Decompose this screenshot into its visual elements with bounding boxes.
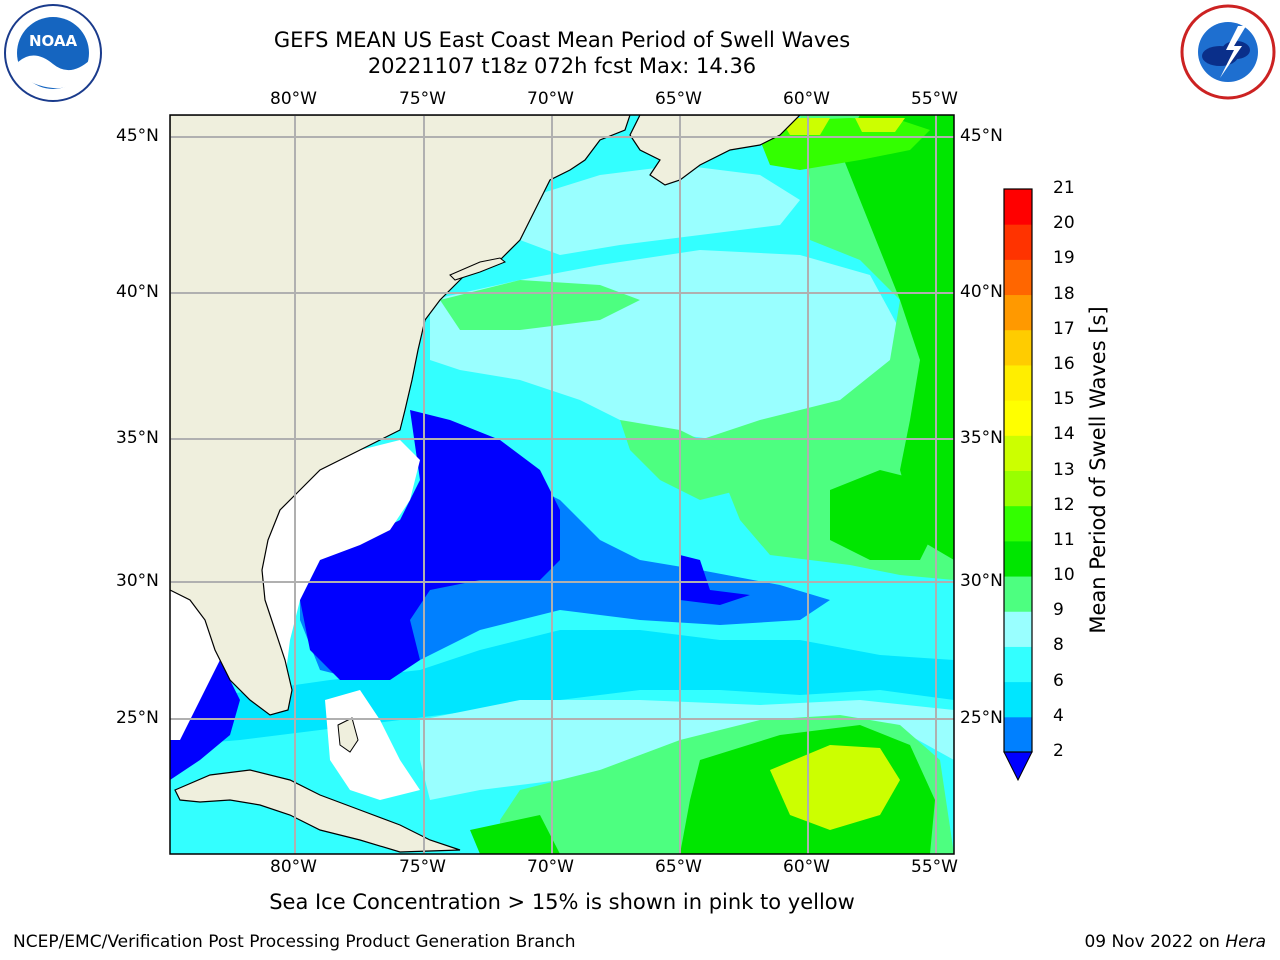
colorbar-tick-8: 8 [1053,635,1064,656]
lat-tick-left-35n: 35°N [116,428,159,448]
swell-dark-blue-core [300,410,560,680]
colorbar-tick-9: 9 [1053,600,1064,621]
lon-tick-top-80w: 80°W [270,89,317,109]
nodata-white-coast [262,440,420,690]
colorbar-tick-15: 15 [1053,389,1075,410]
nodata-white-bahamas [325,690,420,800]
lon-tick-top-55w: 55°W [911,89,958,109]
footer-credit: NCEP/EMC/Verification Post Processing Pr… [13,932,576,952]
lat-tick-right-35n: 35°N [960,428,1003,448]
colorbar-under-triangle [1003,751,1033,782]
colorbar-tick-16: 16 [1053,353,1075,374]
land-cuba [174,769,461,853]
lon-tick-bottom-80w: 80°W [270,857,317,877]
footer-date-text: 09 Nov 2022 on [1084,932,1220,952]
colorbar-bin-11-12 [1004,505,1032,542]
lon-tick-top-60w: 60°W [783,89,830,109]
land-long-island [449,257,506,281]
colorbar-bin-18-19 [1004,259,1032,296]
lon-tick-top-75w: 75°W [399,89,446,109]
colorbar-bin-2-4 [1004,716,1032,753]
colorbar-tick-10: 10 [1053,565,1075,586]
lat-tick-left-25n: 25°N [116,708,159,728]
lat-tick-left-40n: 40°N [116,282,159,302]
colorbar-bin-17-18 [1004,294,1032,331]
colorbar-bin-12-13 [1004,470,1032,507]
colorbar-tick-11: 11 [1053,529,1075,550]
colorbar-bin-6-8 [1004,646,1032,683]
lon-tick-top-70w: 70°W [527,89,574,109]
svg-text:NOAA: NOAA [29,32,78,50]
colorbar-bin-20-21 [1004,189,1032,225]
lat-tick-right-40n: 40°N [960,282,1003,302]
colorbar-tick-6: 6 [1053,670,1064,691]
colorbar-bin-9-10 [1004,576,1032,612]
colorbar-tick-21: 21 [1053,178,1075,198]
colorbar-bin-8-9 [1004,611,1032,647]
colorbar-label: Mean Period of Swell Waves [s] [1086,306,1110,634]
lat-tick-right-45n: 45°N [960,126,1003,146]
swell-bright-green-east [840,115,954,560]
lon-tick-bottom-75w: 75°W [399,857,446,877]
lat-tick-left-45n: 45°N [116,126,159,146]
colorbar-tick-4: 4 [1053,705,1064,726]
colorbar-tick-19: 19 [1053,248,1075,269]
colorbar-bin-13-14 [1004,435,1032,471]
lat-tick-left-30n: 30°N [116,571,159,591]
nws-logo [1180,4,1276,100]
colorbar-bin-10-11 [1004,540,1032,577]
lon-tick-bottom-65w: 65°W [655,857,702,877]
swell-green-caribbean-edge [470,815,560,854]
lon-tick-bottom-55w: 55°W [911,857,958,877]
colorbar-bin-4-6 [1004,681,1032,718]
colorbar-frame [1003,188,1033,753]
graticule [170,115,954,854]
lon-tick-bottom-70w: 70°W [527,857,574,877]
colorbar-tick-13: 13 [1053,459,1075,480]
colorbar-bin-19-20 [1004,224,1032,260]
colorbar-tick-14: 14 [1053,424,1075,445]
footer-machine: Hera [1225,932,1266,952]
swell-pale-cyan-coast [520,165,800,255]
colorbar-tick-20: 20 [1053,213,1075,234]
noaa-logo: NOAA [4,4,102,102]
lat-tick-right-25n: 25°N [960,708,1003,728]
lat-tick-right-30n: 30°N [960,571,1003,591]
colorbar-tick-17: 17 [1053,318,1075,339]
sea-ice-caption: Sea Ice Concentration > 15% is shown in … [269,890,855,914]
swell-green-patch-east [830,470,940,560]
colorbar-bin-15-16 [1004,364,1032,401]
swell-yellowgreen-ne [780,118,905,135]
map-frame [169,114,955,855]
colorbar-tick-18: 18 [1053,283,1075,304]
swell-yellowgreen-southeast [770,745,900,830]
colorbar [1004,189,1032,753]
swell-dark-blue-patch-east [680,555,750,605]
colorbar-bin-14-15 [1004,400,1032,436]
map-title: GEFS MEAN US East Coast Mean Period of S… [273,28,851,52]
lon-tick-top-65w: 65°W [655,89,702,109]
map-subtitle: 20221107 t18z 072h fcst Max: 14.36 [367,54,757,78]
lon-tick-bottom-60w: 60°W [783,857,830,877]
colorbar-bin-16-17 [1004,329,1032,366]
colorbar-tick-2: 2 [1053,741,1064,761]
footer-date: 09 Nov 2022 on Hera [1084,932,1266,952]
colorbar-tick-12: 12 [1053,494,1075,515]
